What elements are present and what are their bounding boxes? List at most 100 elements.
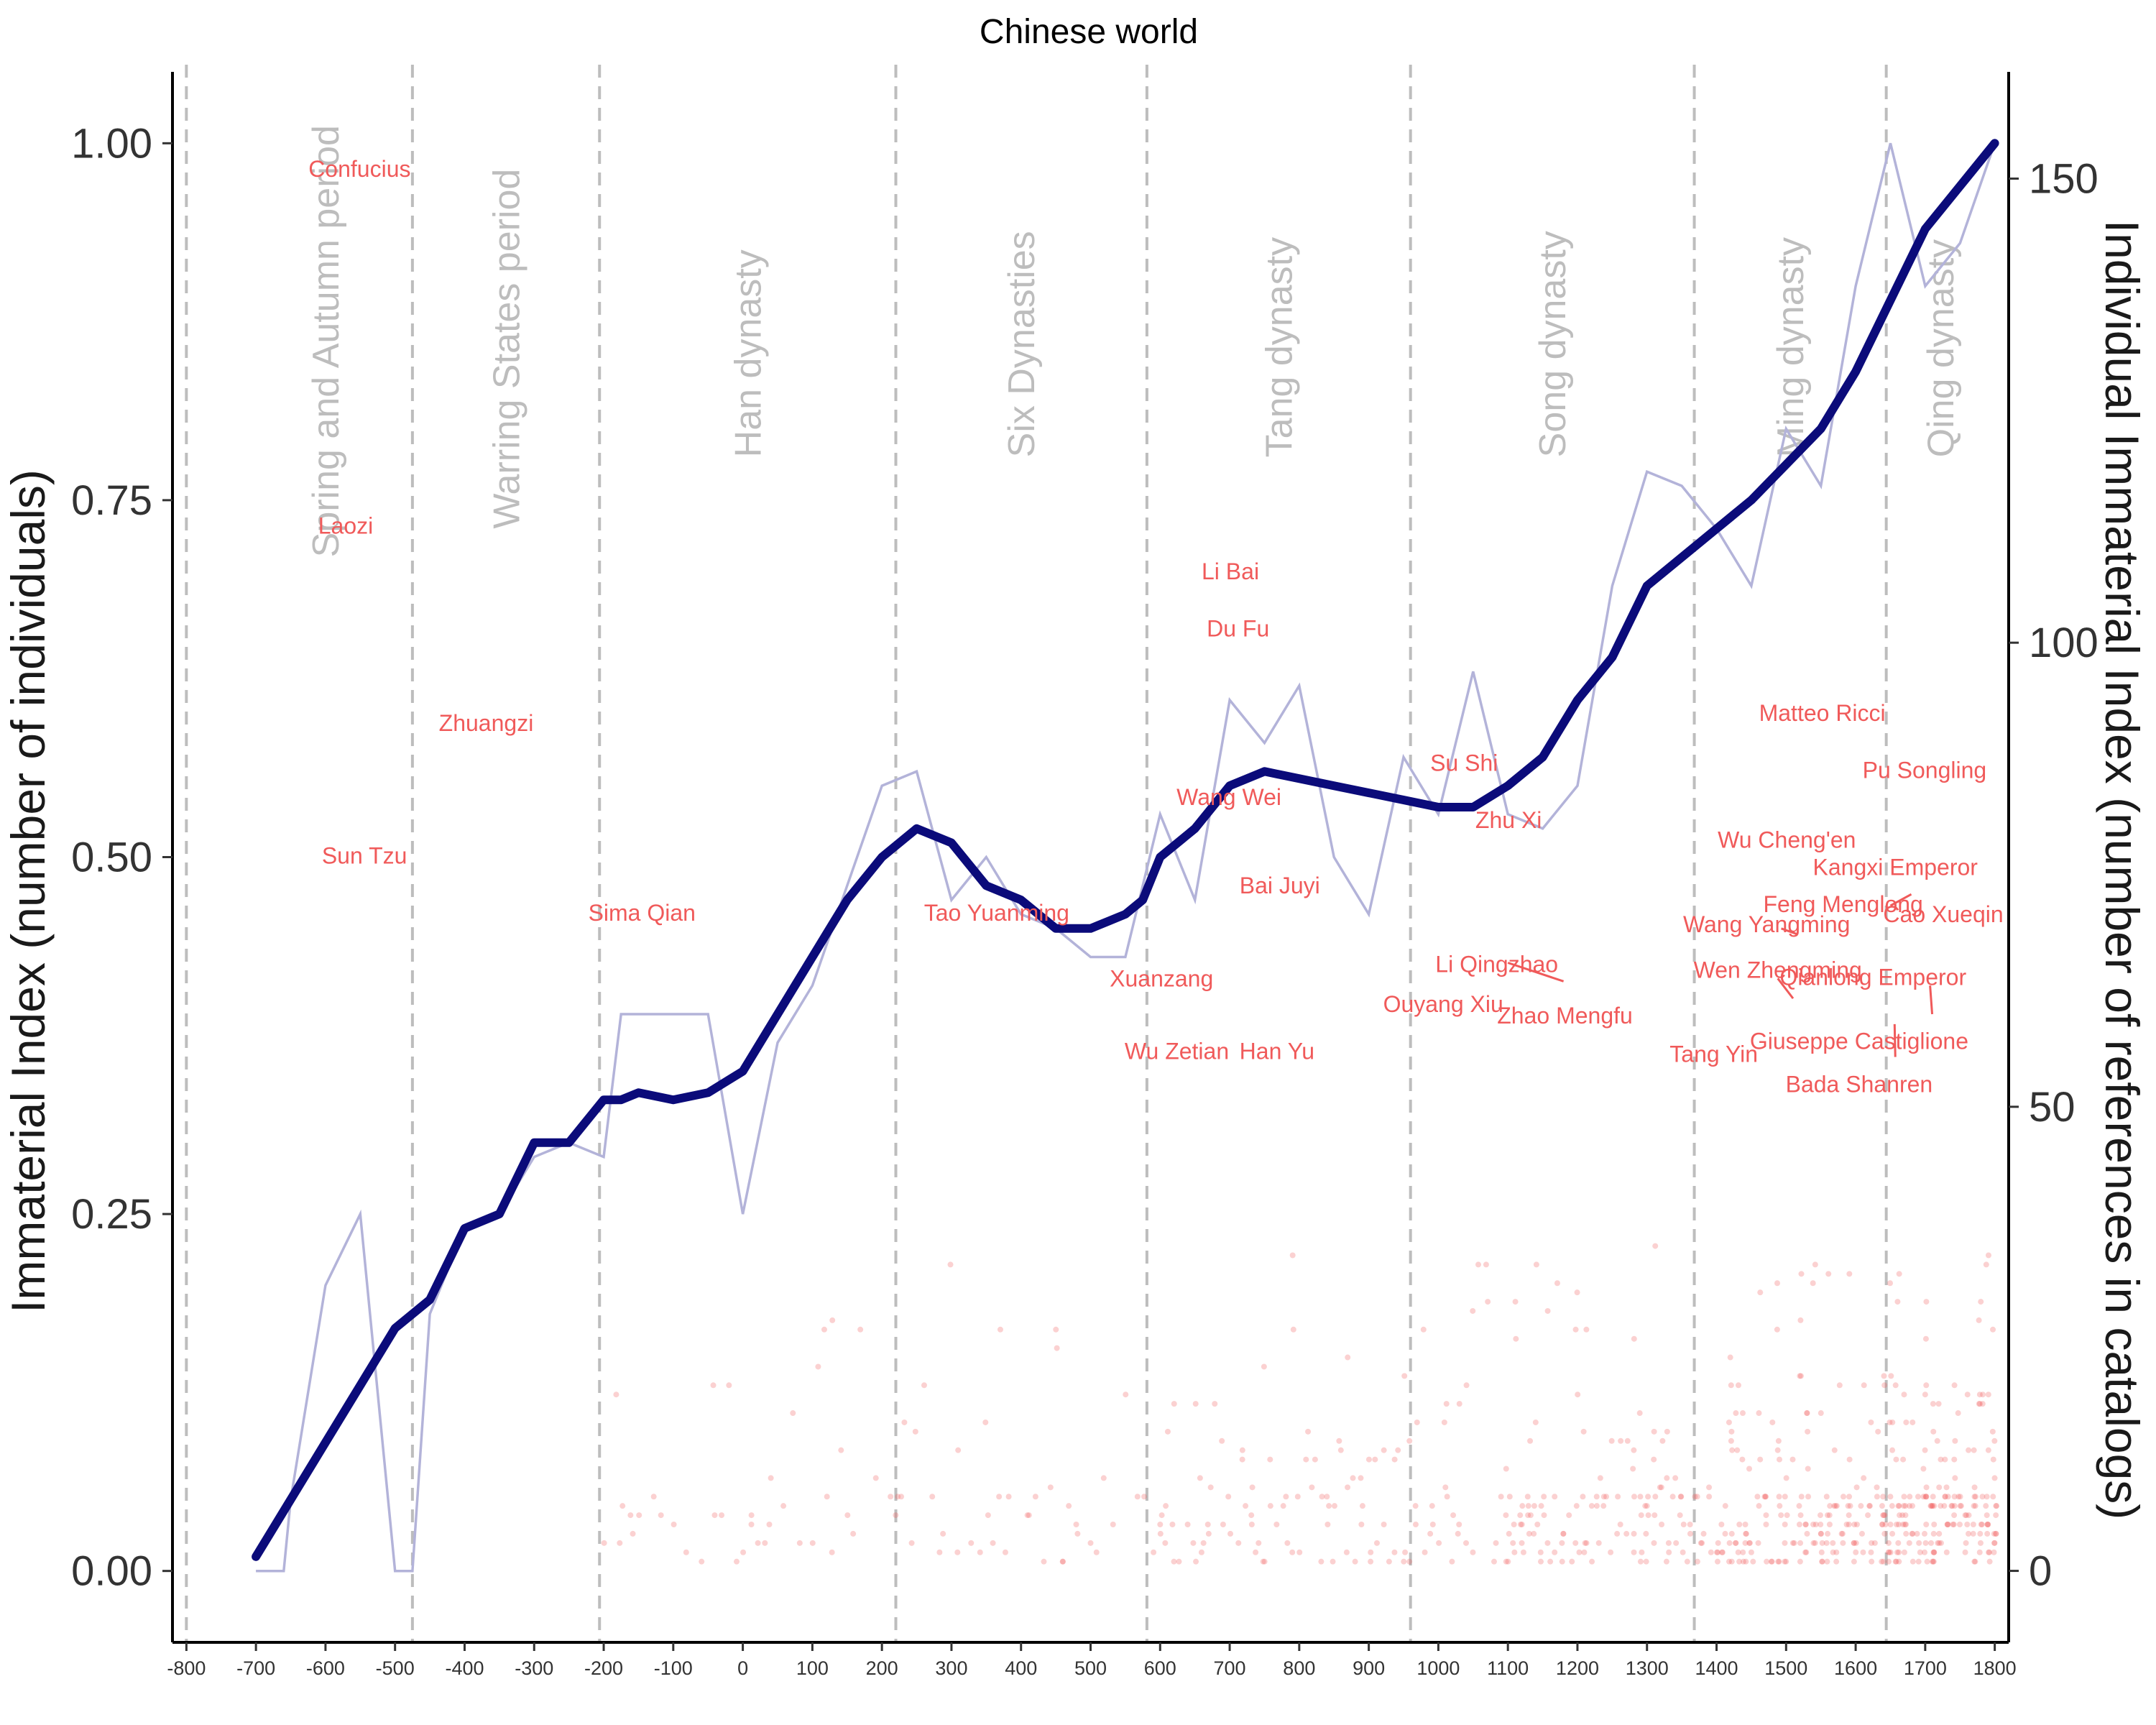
individual-point	[1235, 1540, 1242, 1546]
individual-point	[1575, 1392, 1581, 1398]
individual-point	[740, 1549, 747, 1555]
individual-point	[1580, 1428, 1587, 1435]
individual-point	[719, 1512, 725, 1519]
individual-point	[1942, 1494, 1948, 1500]
individual-point	[1972, 1503, 1978, 1509]
individual-point	[1470, 1307, 1476, 1314]
individual-point	[1805, 1466, 1811, 1472]
individual-point	[1401, 1373, 1408, 1379]
individual-point	[1962, 1512, 1968, 1519]
person-label: Kangxi Emperor	[1813, 854, 1978, 880]
person-label: Li Bai	[1202, 558, 1259, 584]
individual-point	[1972, 1494, 1978, 1500]
individual-point	[1455, 1530, 1461, 1537]
individual-point	[1889, 1447, 1896, 1453]
individual-point	[1715, 1549, 1721, 1555]
individual-point	[1924, 1558, 1930, 1565]
individual-point	[1886, 1558, 1892, 1565]
individual-point	[1776, 1558, 1782, 1565]
individual-point	[1087, 1540, 1094, 1546]
x-tick-label: -400	[445, 1657, 484, 1679]
individual-point	[954, 1549, 961, 1555]
individual-point	[1740, 1558, 1746, 1565]
individual-point	[1059, 1558, 1066, 1565]
individual-point	[1851, 1521, 1858, 1527]
individual-point	[1985, 1521, 1991, 1527]
individual-point	[1260, 1558, 1266, 1565]
individual-point	[1930, 1530, 1937, 1537]
individual-point	[1902, 1503, 1909, 1509]
y-axis-right-title: Individual Immaterial Index (number of r…	[2096, 220, 2149, 1520]
individual-point	[1427, 1530, 1434, 1537]
individual-point	[1934, 1438, 1940, 1444]
individual-point	[1923, 1484, 1930, 1491]
individual-point	[1930, 1428, 1937, 1435]
individual-point	[762, 1540, 768, 1546]
individual-point	[1831, 1503, 1838, 1509]
individual-point	[1631, 1447, 1637, 1453]
individual-point	[1804, 1410, 1810, 1417]
individual-point	[1907, 1494, 1913, 1500]
individual-point	[1971, 1447, 1977, 1453]
individual-point	[1197, 1475, 1203, 1481]
individual-point	[726, 1382, 732, 1389]
individual-point	[1184, 1521, 1191, 1527]
individual-point	[1638, 1512, 1644, 1519]
individual-point	[1853, 1549, 1859, 1555]
individual-point	[1941, 1503, 1948, 1509]
individual-point	[1818, 1530, 1824, 1537]
individual-point	[1141, 1494, 1148, 1500]
individual-point	[1897, 1512, 1903, 1519]
individual-point	[1583, 1540, 1590, 1546]
individual-point	[1386, 1558, 1392, 1565]
individual-point	[796, 1540, 803, 1546]
individual-point	[844, 1512, 851, 1519]
individual-point	[821, 1326, 827, 1333]
individual-point	[1900, 1503, 1907, 1509]
individual-point	[1639, 1549, 1645, 1555]
individual-point	[1955, 1494, 1962, 1500]
individual-point	[1727, 1354, 1733, 1361]
individual-point	[1966, 1512, 1972, 1519]
individual-point	[1441, 1419, 1447, 1425]
individual-point	[898, 1494, 905, 1500]
individual-point	[1593, 1503, 1600, 1509]
individual-point	[1053, 1326, 1059, 1333]
individual-point	[1345, 1484, 1351, 1491]
individual-point	[1312, 1456, 1318, 1463]
individual-point	[1318, 1558, 1325, 1565]
individual-point	[1990, 1494, 1996, 1500]
individual-point	[901, 1419, 908, 1425]
individual-point	[1503, 1466, 1509, 1472]
individual-point	[1922, 1335, 1929, 1342]
individual-point	[1373, 1540, 1380, 1546]
individual-point	[1444, 1494, 1450, 1500]
individual-point	[1589, 1558, 1595, 1565]
individual-point	[1915, 1558, 1922, 1565]
individual-point	[1991, 1438, 1998, 1444]
individual-point	[1971, 1558, 1978, 1565]
individual-point	[1249, 1484, 1256, 1491]
individual-point	[1945, 1521, 1951, 1527]
individual-point	[1804, 1530, 1810, 1537]
individual-point	[1923, 1299, 1930, 1305]
individual-point	[1331, 1503, 1337, 1509]
x-tick-label: -500	[376, 1657, 415, 1679]
individual-point	[1714, 1558, 1720, 1565]
individual-point	[1663, 1558, 1669, 1565]
individual-point	[1797, 1373, 1804, 1379]
individual-point	[1916, 1540, 1922, 1546]
individual-point	[1651, 1512, 1658, 1519]
individual-point	[1273, 1521, 1280, 1527]
individual-point	[1784, 1512, 1790, 1519]
person-label: Bai Juyi	[1240, 873, 1320, 898]
individual-point	[1763, 1521, 1769, 1527]
individual-point	[921, 1382, 927, 1389]
x-tick-label: 1500	[1764, 1657, 1807, 1679]
individual-point	[1450, 1512, 1457, 1519]
individual-point	[1929, 1558, 1935, 1565]
individual-point	[1789, 1540, 1796, 1546]
individual-point	[1510, 1540, 1516, 1546]
individual-point	[1746, 1540, 1753, 1546]
individual-point	[1736, 1521, 1743, 1527]
